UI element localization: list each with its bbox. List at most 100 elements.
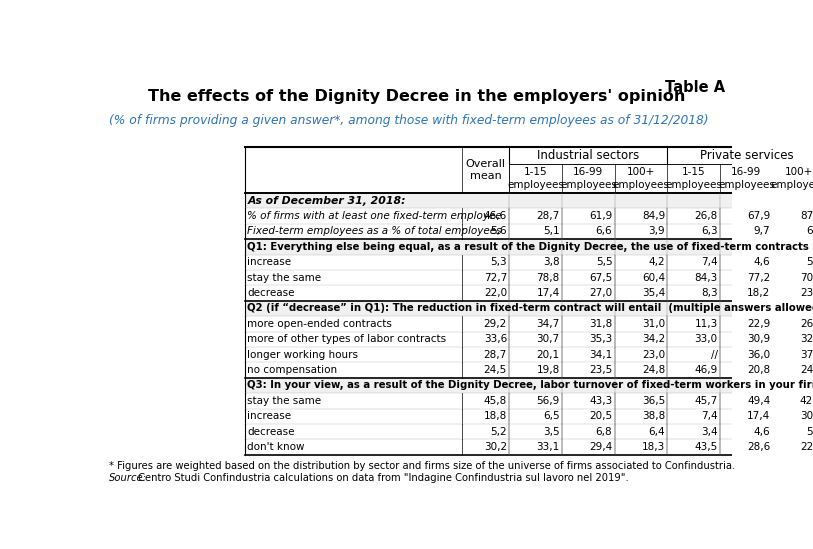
Text: 5,8: 5,8 [806, 257, 813, 267]
Text: Q3: In your view, as a result of the Dignity Decree, labor turnover of fixed-ter: Q3: In your view, as a result of the Dig… [247, 380, 813, 390]
Text: 30,2: 30,2 [484, 442, 507, 452]
Text: 3,5: 3,5 [543, 427, 559, 436]
Text: 100+
employees: 100+ employees [771, 167, 813, 189]
Text: 78,8: 78,8 [537, 273, 559, 283]
Text: Overall
mean: Overall mean [466, 159, 506, 181]
Text: 31,0: 31,0 [642, 319, 665, 329]
Text: Industrial sectors: Industrial sectors [537, 149, 640, 162]
Text: 36,0: 36,0 [747, 350, 771, 360]
Text: 3,8: 3,8 [543, 257, 559, 267]
Text: 6,4: 6,4 [649, 427, 665, 436]
Text: 6,0: 6,0 [806, 226, 813, 237]
Text: 43,5: 43,5 [694, 442, 718, 452]
Text: 23,5: 23,5 [589, 365, 612, 375]
Text: 5,2: 5,2 [490, 427, 507, 436]
Text: Private services: Private services [700, 149, 793, 162]
Bar [667, 147, 813, 164]
Text: 5,6: 5,6 [490, 226, 507, 237]
Text: 4,6: 4,6 [754, 257, 771, 267]
Text: 30,9: 30,9 [747, 334, 771, 344]
Text: 37,9: 37,9 [800, 350, 813, 360]
Text: 24,5: 24,5 [484, 365, 507, 375]
Text: Source:: Source: [110, 473, 147, 483]
Text: 28,6: 28,6 [747, 442, 771, 452]
Text: longer working hours: longer working hours [247, 350, 359, 360]
Bar [245, 332, 813, 347]
Bar [245, 224, 813, 239]
Text: 16-99
employees: 16-99 employees [560, 167, 617, 189]
Bar [245, 393, 813, 408]
Text: 43,3: 43,3 [589, 396, 612, 406]
Text: 5,3: 5,3 [490, 257, 507, 267]
Text: 35,4: 35,4 [641, 288, 665, 298]
Bar [245, 347, 813, 362]
Text: decrease: decrease [247, 427, 295, 436]
Text: 36,5: 36,5 [641, 396, 665, 406]
Text: 26,3: 26,3 [800, 319, 813, 329]
Text: 84,9: 84,9 [641, 211, 665, 221]
Text: 87,1: 87,1 [800, 211, 813, 221]
Text: * Figures are weighted based on the distribution by sector and firms size of the: * Figures are weighted based on the dist… [110, 461, 736, 471]
Text: 7,4: 7,4 [701, 257, 718, 267]
Text: 23,8: 23,8 [800, 288, 813, 298]
Bar [245, 239, 813, 255]
Text: 8,3: 8,3 [701, 288, 718, 298]
Text: Table A: Table A [665, 80, 725, 95]
Bar [245, 301, 813, 316]
Text: 77,2: 77,2 [747, 273, 771, 283]
Text: 7,4: 7,4 [701, 411, 718, 421]
Text: stay the same: stay the same [247, 273, 321, 283]
Text: decrease: decrease [247, 288, 295, 298]
Text: 26,8: 26,8 [694, 211, 718, 221]
Text: 3,4: 3,4 [701, 427, 718, 436]
Text: increase: increase [247, 257, 291, 267]
Text: 45,7: 45,7 [694, 396, 718, 406]
Text: 5,5: 5,5 [596, 257, 612, 267]
Text: 6,3: 6,3 [701, 226, 718, 237]
Text: 49,4: 49,4 [747, 396, 771, 406]
Text: increase: increase [247, 411, 291, 421]
Text: 22,9: 22,9 [747, 319, 771, 329]
Bar [245, 147, 813, 193]
Bar [245, 439, 813, 455]
Text: As of December 31, 2018:: As of December 31, 2018: [247, 195, 406, 206]
Bar [245, 316, 813, 332]
Text: 27,0: 27,0 [589, 288, 612, 298]
Text: 18,3: 18,3 [641, 442, 665, 452]
Text: 46,9: 46,9 [694, 365, 718, 375]
Text: 61,9: 61,9 [589, 211, 612, 221]
Text: 30,7: 30,7 [537, 334, 559, 344]
Text: (% of firms providing a given answer*, among those with fixed-term employees as : (% of firms providing a given answer*, a… [110, 114, 709, 127]
Bar [245, 424, 813, 439]
Text: 29,4: 29,4 [589, 442, 612, 452]
Text: no compensation: no compensation [247, 365, 337, 375]
Text: more open-ended contracts: more open-ended contracts [247, 319, 392, 329]
Text: 34,2: 34,2 [641, 334, 665, 344]
Text: 20,1: 20,1 [537, 350, 559, 360]
Bar [245, 255, 813, 270]
Bar [245, 270, 813, 285]
Text: 24,5: 24,5 [800, 365, 813, 375]
Text: 46,6: 46,6 [484, 211, 507, 221]
Text: % of firms with at least one fixed-term employee: % of firms with at least one fixed-term … [247, 211, 502, 221]
Text: 5,1: 5,1 [543, 226, 559, 237]
Text: 16-99
employees: 16-99 employees [718, 167, 775, 189]
Text: 1-15
employees: 1-15 employees [507, 167, 564, 189]
Bar [245, 193, 813, 208]
Text: 45,8: 45,8 [484, 396, 507, 406]
Text: 56,9: 56,9 [537, 396, 559, 406]
Text: 6,5: 6,5 [543, 411, 559, 421]
Bar [245, 378, 813, 393]
Text: 70,4: 70,4 [800, 273, 813, 283]
Text: 6,6: 6,6 [596, 226, 612, 237]
Text: 33,1: 33,1 [537, 442, 559, 452]
Text: 4,2: 4,2 [649, 257, 665, 267]
Bar [462, 147, 509, 193]
Text: 29,2: 29,2 [484, 319, 507, 329]
Bar [245, 362, 813, 378]
Text: 67,9: 67,9 [747, 211, 771, 221]
Text: 20,5: 20,5 [589, 411, 612, 421]
Text: 33,6: 33,6 [484, 334, 507, 344]
Text: 17,4: 17,4 [537, 288, 559, 298]
Text: 32,5: 32,5 [800, 334, 813, 344]
